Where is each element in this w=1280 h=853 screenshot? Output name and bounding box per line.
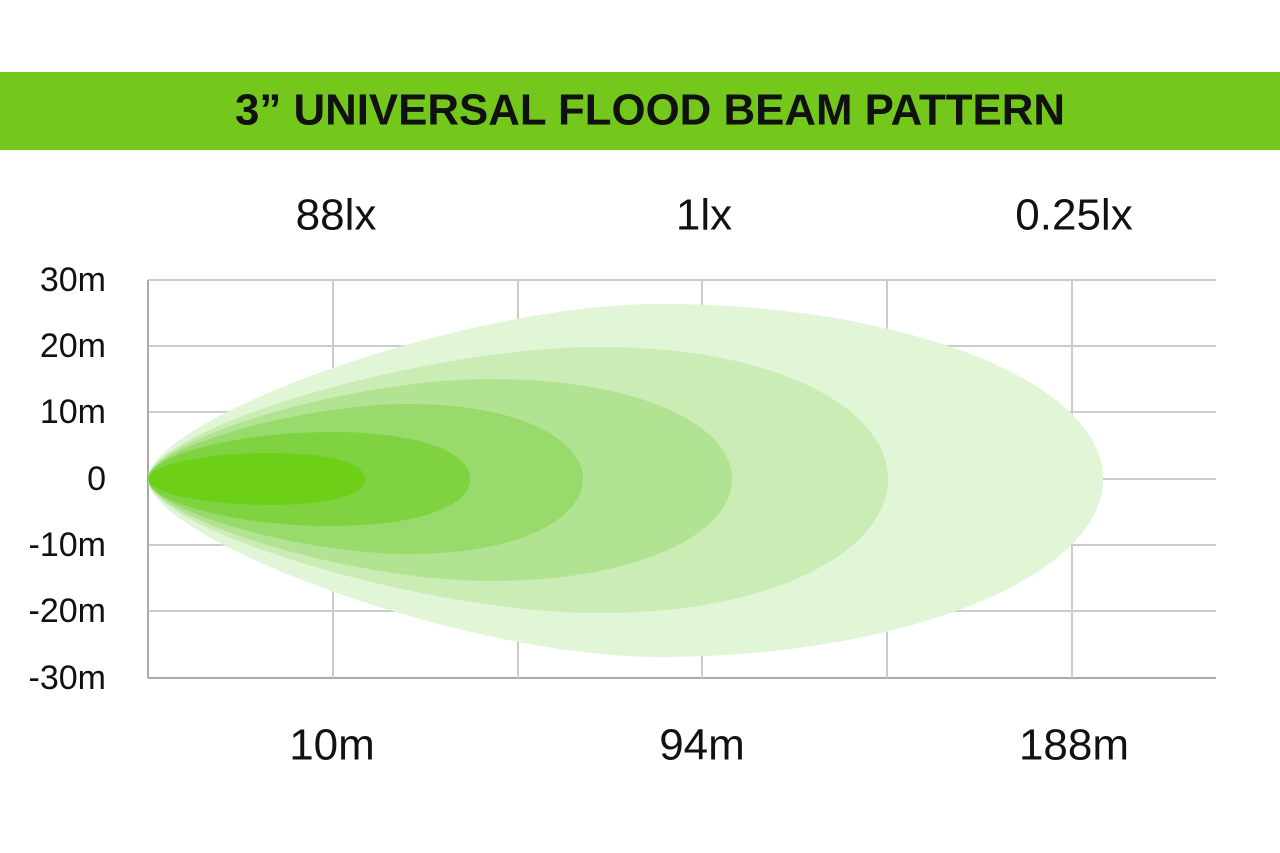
- lux-label: 88lx: [296, 191, 377, 240]
- lux-labels: 88lx 1lx 0.25lx: [296, 191, 1133, 240]
- y-label: -30m: [29, 659, 106, 697]
- beam-contour: [148, 453, 365, 505]
- y-label: -20m: [29, 592, 106, 630]
- beam-layers: [148, 304, 1103, 657]
- y-label: 30m: [40, 261, 106, 299]
- distance-labels: 10m 94m 188m: [289, 721, 1129, 770]
- distance-label: 188m: [1019, 721, 1129, 770]
- y-label: -10m: [29, 526, 106, 564]
- lux-label: 0.25lx: [1015, 191, 1132, 240]
- y-label: 0: [87, 460, 106, 498]
- y-labels: 30m 20m 10m 0 -10m -20m -30m: [29, 261, 106, 697]
- title: 3” UNIVERSAL FLOOD BEAM PATTERN: [235, 86, 1065, 135]
- y-label: 20m: [40, 327, 106, 365]
- y-label: 10m: [40, 393, 106, 431]
- distance-label: 10m: [289, 721, 375, 770]
- distance-label: 94m: [659, 721, 745, 770]
- title-band: [0, 72, 1280, 150]
- lux-label: 1lx: [676, 191, 732, 240]
